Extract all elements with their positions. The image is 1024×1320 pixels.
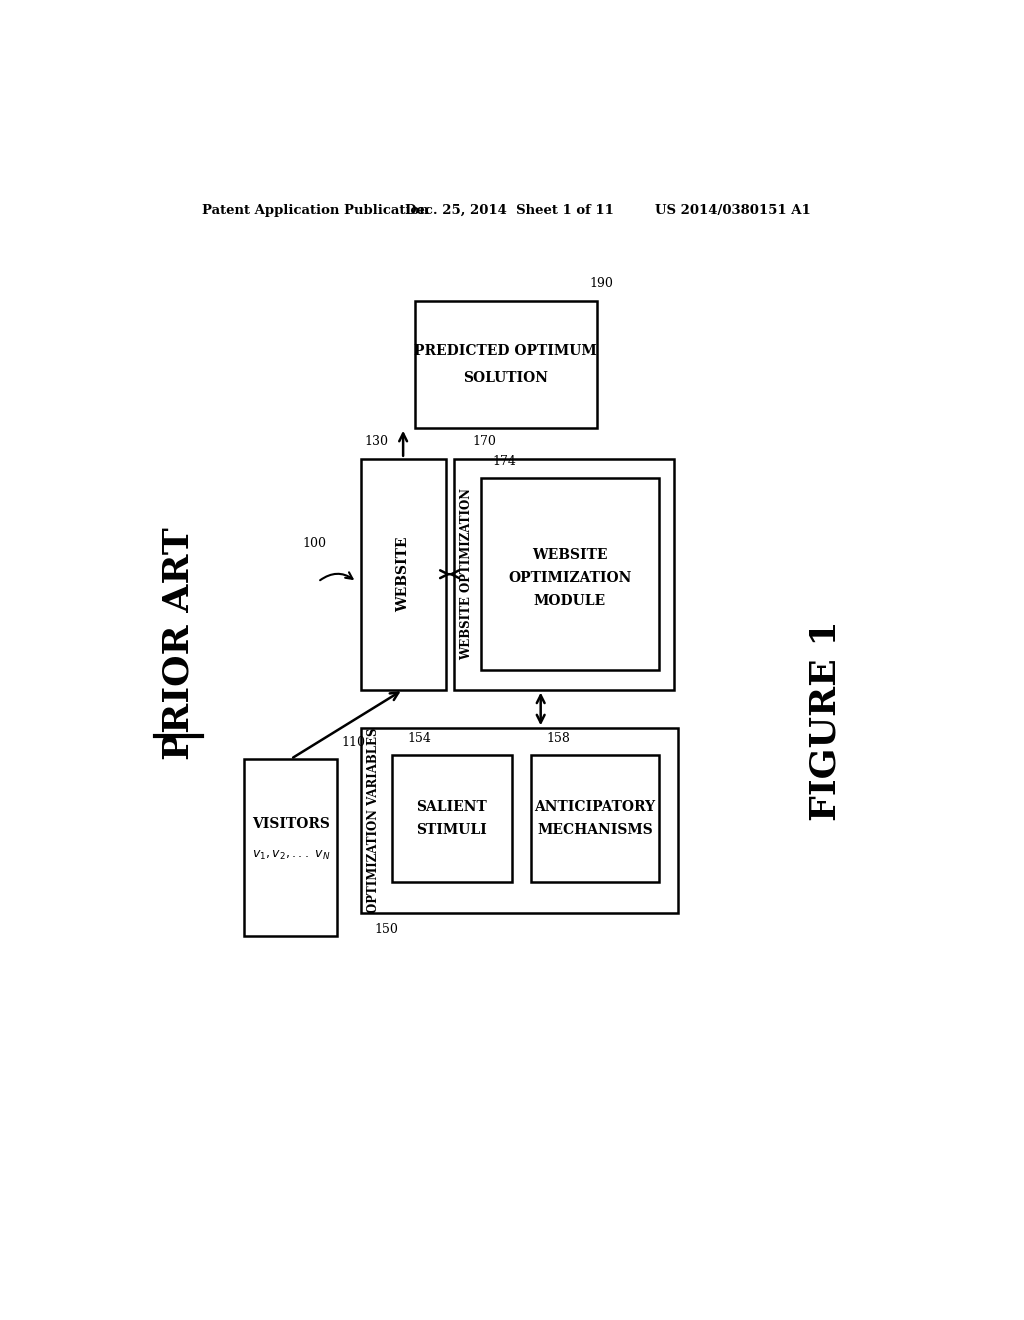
Text: MODULE: MODULE [534,594,606,609]
Text: FIGURE 1: FIGURE 1 [809,620,843,821]
Text: PREDICTED OPTIMUM: PREDICTED OPTIMUM [415,343,597,358]
Text: $v_1, v_2,...\ v_N$: $v_1, v_2,...\ v_N$ [252,849,330,862]
Text: STIMULI: STIMULI [416,824,487,837]
Bar [415,301,597,428]
Bar [245,759,337,936]
Text: 110: 110 [341,735,366,748]
Text: ANTICIPATORY: ANTICIPATORY [535,800,655,814]
Text: 190: 190 [589,277,613,290]
Text: SOLUTION: SOLUTION [463,371,548,385]
Bar [454,459,675,689]
Bar [360,459,445,689]
Text: 174: 174 [493,454,516,467]
Bar [360,729,678,913]
Text: MECHANISMS: MECHANISMS [537,824,653,837]
Text: WEBSITE OPTIMIZATION: WEBSITE OPTIMIZATION [460,488,473,660]
Text: VISITORS: VISITORS [252,817,330,832]
Text: 130: 130 [365,436,388,449]
Text: OPTIMIZATION: OPTIMIZATION [508,572,632,585]
Bar [531,755,658,882]
Text: Patent Application Publication: Patent Application Publication [202,205,428,218]
Text: PRIOR ART: PRIOR ART [162,527,196,760]
Text: 100: 100 [302,537,326,550]
Text: US 2014/0380151 A1: US 2014/0380151 A1 [655,205,811,218]
Bar [480,478,658,671]
Text: 154: 154 [407,731,431,744]
Text: WEBSITE: WEBSITE [532,548,607,562]
Text: 158: 158 [547,731,570,744]
Text: 170: 170 [473,436,497,449]
Text: SALIENT: SALIENT [416,800,487,814]
Bar [391,755,512,882]
Text: 150: 150 [375,924,398,936]
Text: OPTIMIZATION VARIABLES: OPTIMIZATION VARIABLES [368,727,380,913]
Text: Dec. 25, 2014  Sheet 1 of 11: Dec. 25, 2014 Sheet 1 of 11 [406,205,614,218]
Text: WEBSITE: WEBSITE [396,536,411,612]
